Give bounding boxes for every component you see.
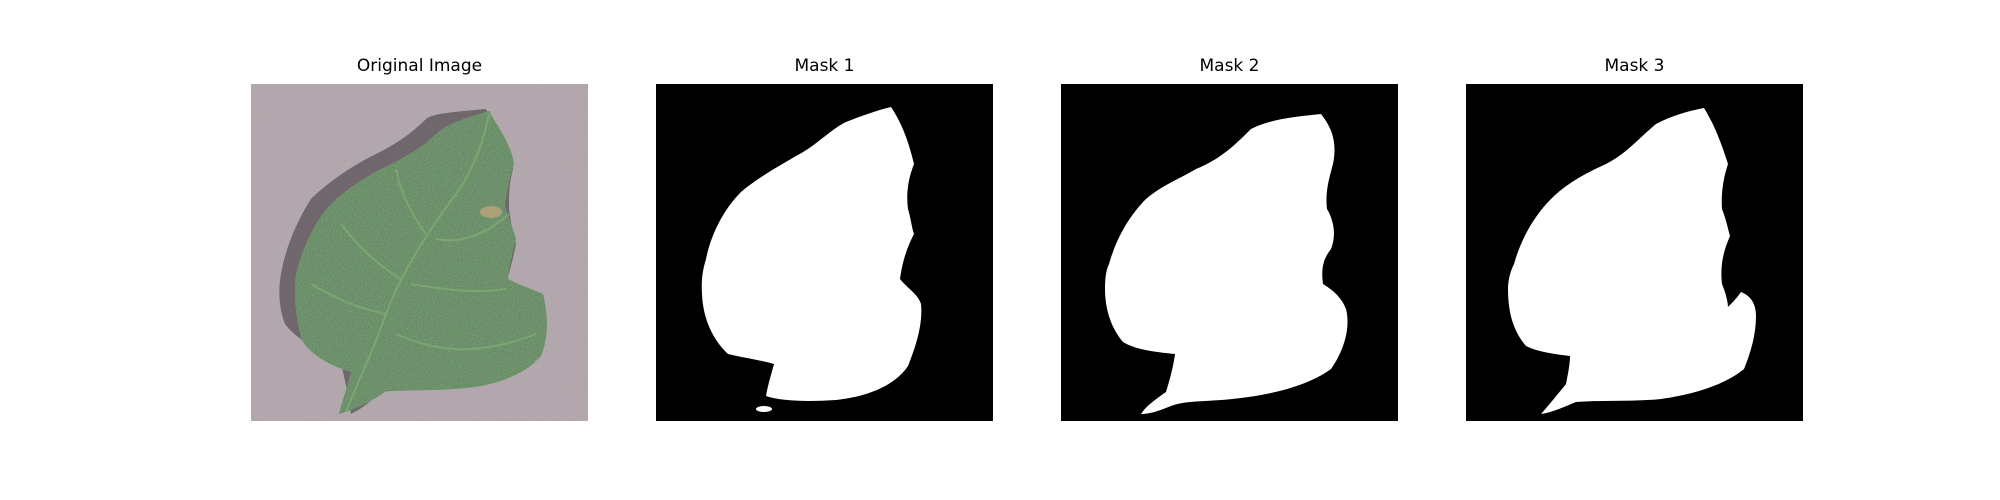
leaf-veins — [310, 113, 537, 413]
mask-3-panel: Mask 3 — [1466, 56, 1803, 421]
original-image-panel: Original Image — [251, 56, 588, 421]
panel-title-original-image: Original Image — [356, 56, 483, 76]
mask-foreground-region — [1508, 108, 1756, 414]
mask-foreground-region — [701, 107, 922, 401]
leaf-photo — [251, 84, 588, 421]
mask-1-image — [656, 84, 993, 421]
panel-title-mask-1: Mask 1 — [794, 56, 855, 76]
leaf-spot — [480, 206, 502, 218]
leaf-blade — [294, 111, 547, 414]
mask-2-image — [1061, 84, 1398, 421]
panel-title-mask-2: Mask 2 — [1199, 56, 1260, 76]
mask-3-image — [1466, 84, 1803, 421]
mask-1-panel: Mask 1 — [656, 56, 993, 421]
panel-title-mask-3: Mask 3 — [1604, 56, 1665, 76]
mask-speck — [756, 406, 772, 412]
mask-2-panel: Mask 2 — [1061, 56, 1398, 421]
mask-foreground-region — [1105, 114, 1348, 414]
